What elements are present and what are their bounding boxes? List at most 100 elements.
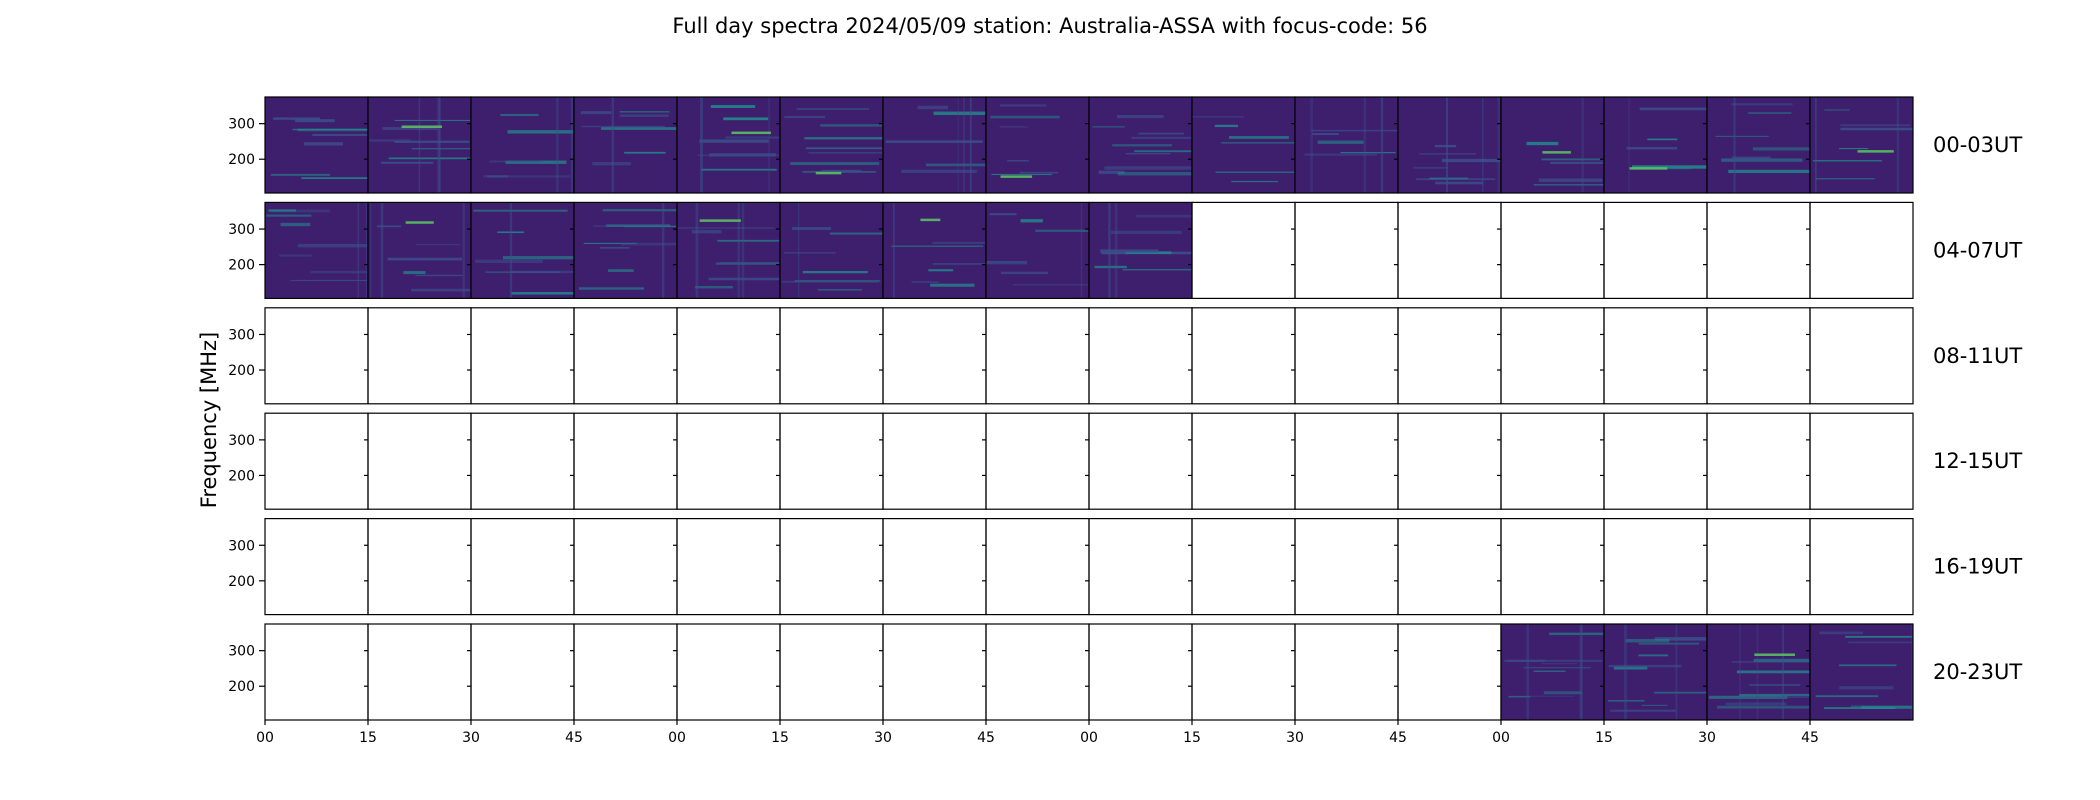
spectrum-segment [368, 202, 471, 299]
segment-frame [1809, 412, 1914, 510]
segment-frame [1809, 517, 1914, 616]
spectrum-streak [1094, 265, 1127, 269]
spectrum-streak [802, 271, 868, 274]
spectrum-streak [1549, 632, 1604, 636]
spectrum-streak [1840, 124, 1911, 127]
panels-group: 200 300 00-03UT 200 300 04-07UT 200 300 08-11UT 2… [228, 96, 2022, 746]
spectrum-streak [1507, 659, 1546, 662]
spectrum-streak [1104, 166, 1192, 170]
spectrum-streak [1839, 148, 1869, 150]
segment-frame [264, 307, 369, 405]
spectrum-streak [1550, 161, 1604, 164]
spectrum-burst [1542, 151, 1571, 154]
spectrum-streak [1654, 637, 1707, 641]
spectrum-streak [1413, 167, 1448, 169]
x-tick-label: 45 [1389, 730, 1407, 746]
spectrum-streak [817, 289, 862, 291]
spectrum-streak [415, 243, 460, 246]
spectrum-streak [1581, 97, 1584, 193]
spectrum-streak [579, 287, 644, 290]
spectrum-streak [270, 173, 331, 176]
spectrum-streak [719, 261, 780, 264]
spectrum-streak [483, 175, 570, 178]
spectrum-streak [268, 209, 296, 212]
spectrum-streak [497, 231, 525, 234]
spectrum-streak [1215, 171, 1295, 173]
spectrum-streak [1340, 152, 1396, 154]
spectrum-streak [829, 232, 883, 235]
spectrum-streak [1108, 202, 1111, 299]
spectrum-streak [1845, 635, 1913, 638]
segment-frame [367, 307, 472, 405]
spectrum-streak [369, 139, 411, 142]
segment-frame [985, 517, 1090, 616]
spectrum-segment [471, 202, 574, 299]
spectrum-streak [784, 115, 826, 119]
spectrum-burst [1754, 653, 1796, 656]
spectrum-streak [1736, 670, 1810, 674]
spectrum-streak [1434, 144, 1457, 148]
spectrum-streak [963, 97, 965, 193]
segment-frame [1294, 517, 1399, 616]
spectrum-streak [357, 202, 360, 299]
segment-frame [1603, 517, 1708, 616]
spectrum-streak [382, 127, 438, 131]
segment-frame [1191, 623, 1296, 721]
spectrum-streak [500, 113, 539, 117]
row-label: 16-19UT [1933, 555, 2022, 579]
spectrum-streak [624, 151, 666, 154]
segment-frame [1088, 623, 1193, 721]
spectrum-streak [1815, 178, 1875, 180]
spectrum-streak [1579, 624, 1583, 720]
spectrum-streak [507, 130, 574, 134]
spectrum-streak [403, 271, 426, 275]
spectrum-streak [715, 262, 780, 265]
spectrum-streak [1020, 219, 1043, 223]
segment-frame [779, 412, 884, 510]
spectrum-streak [1526, 141, 1559, 146]
spectrum-streak [700, 97, 703, 193]
segment-frame [264, 412, 369, 510]
spectrum-streak [380, 202, 384, 299]
spectrum-streak [602, 209, 677, 212]
spectrum-streak [986, 260, 1028, 265]
spectrum-streak [1541, 663, 1578, 665]
spectrum-streak [989, 213, 1017, 216]
spectrum-streak [1092, 126, 1125, 128]
spectrum-streak [1850, 705, 1913, 708]
spectrum-streak [1840, 127, 1913, 131]
spectrum-streak [1135, 214, 1192, 218]
spectrum-streak [1782, 624, 1784, 720]
segment-frame [1397, 412, 1502, 510]
chart-title: Full day spectra 2024/05/09 station: Aus… [672, 14, 1427, 38]
segment-frame [1809, 623, 1914, 721]
spectrum-streak [891, 245, 984, 247]
spectrum-segment [265, 202, 368, 299]
segment-frame [676, 412, 781, 510]
segment-frame [985, 307, 1090, 405]
y-tick-label: 300 [228, 222, 255, 238]
spectrum-streak [418, 97, 421, 193]
spectrum-streak [1503, 659, 1603, 662]
spectrum-streak [1035, 229, 1089, 232]
spectrum-streak [294, 119, 335, 123]
spectrum-streak [505, 160, 567, 164]
segment-frame [1809, 96, 1914, 194]
segment-frame [367, 517, 472, 616]
segment-frame [985, 623, 1090, 721]
spectrum-streak [1446, 97, 1449, 193]
spectrum-streak [1654, 691, 1707, 694]
spectrum-streak [1317, 140, 1364, 144]
y-tick-label: 300 [228, 117, 255, 133]
spectrum-streak [619, 111, 670, 113]
spectrum-streak [1752, 147, 1810, 151]
spectrum-streak [737, 202, 740, 299]
row-label: 08-11UT [1933, 344, 2022, 368]
spectrum-streak [1625, 638, 1670, 643]
spectrum-streak [930, 283, 975, 287]
spectrum-streak [725, 136, 780, 139]
segment-frame [1088, 307, 1193, 405]
y-tick-label: 200 [228, 363, 255, 379]
y-axis-label: Frequency [MHz] [197, 332, 221, 508]
spectrum-streak [583, 242, 637, 244]
